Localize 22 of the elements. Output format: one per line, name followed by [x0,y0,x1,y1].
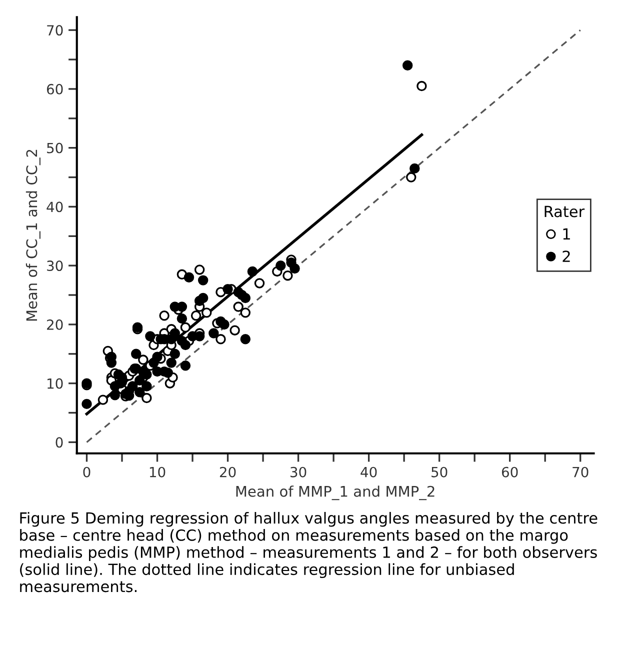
legend-label: 2 [562,250,570,262]
y-tick-label: 0 [56,437,63,448]
y-tick-label: 40 [46,202,63,212]
x-tick-label: 70 [572,466,588,478]
x-tick-label: 20 [220,466,236,478]
caption: Figure 5 Deming regression of hallux valgus angles measured by the centre base – centre head (CC) method on measurements based on the margo medialis pedis (MMP) method – measurements 1 and 2 – for both observers (solid line). The dotted line indicates regression line for unbiased measurements. [20,512,598,592]
x-axis-title: Mean of MMP_1 and MMP_2 [236,486,434,500]
x-tick-label: 50 [432,466,448,478]
x-tick-label: 60 [502,466,518,478]
y-tick-label: 30 [47,260,63,272]
y-tick-label: 10 [48,378,63,389]
x-tick-label: 30 [290,466,306,478]
y-tick-label: 60 [46,84,63,94]
y-axis-title: Mean of CC_1 and CC_2 [26,150,40,321]
legend-title: Rater [544,206,585,218]
x-tick-label: 10 [150,466,166,478]
x-tick-label: 0 [83,466,90,478]
y-tick-label: 50 [47,142,63,154]
legend-label: 1 [563,228,570,240]
x-tick-label: 40 [360,466,377,478]
y-tick-label: 70 [47,25,63,36]
y-tick-label: 20 [47,319,63,330]
